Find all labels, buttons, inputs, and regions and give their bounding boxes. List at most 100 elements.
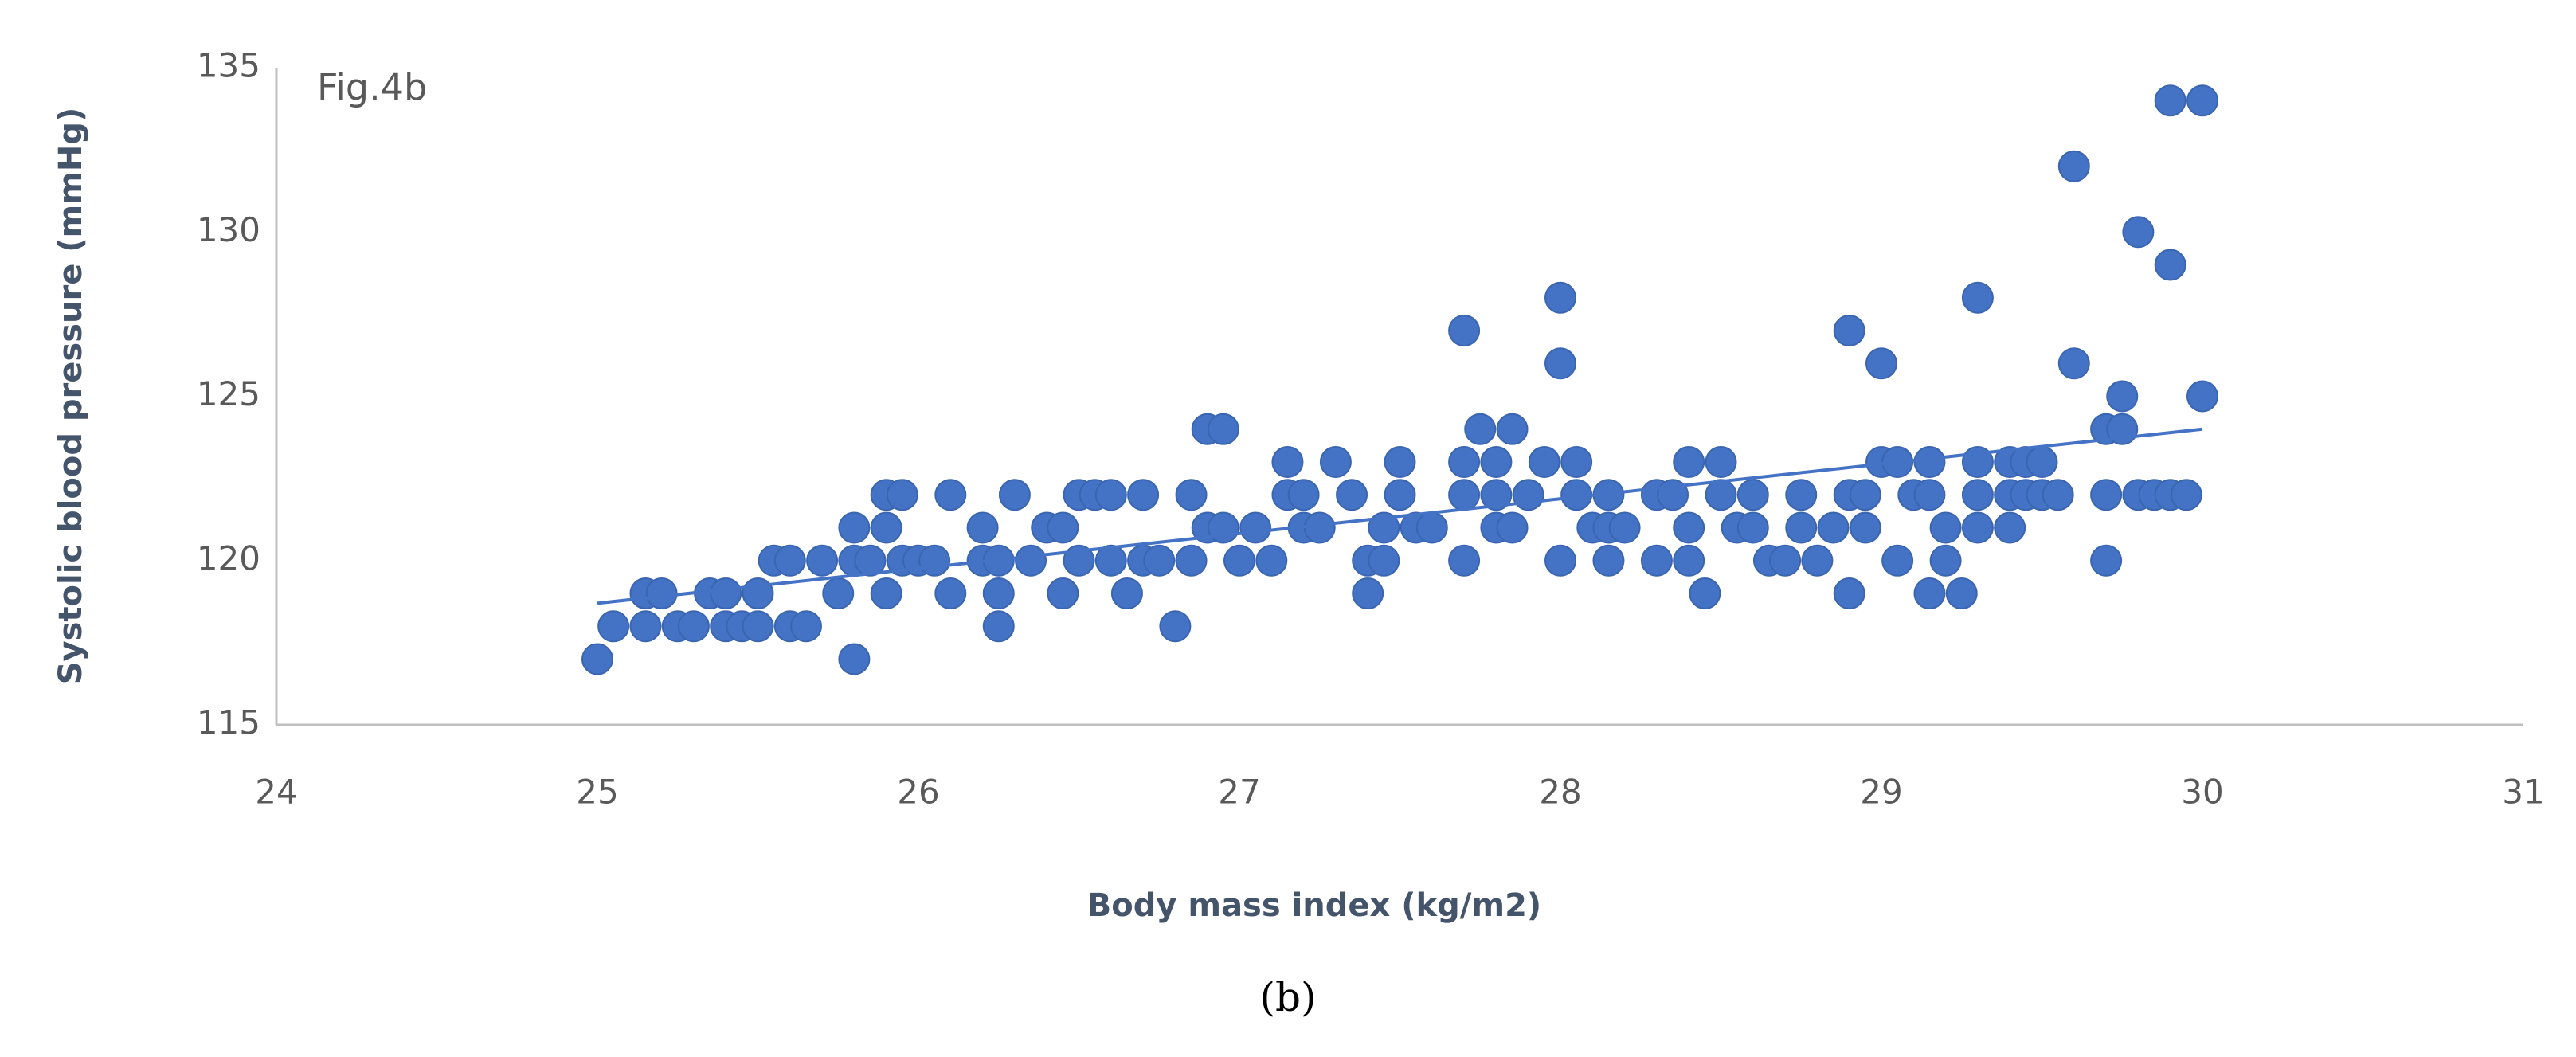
- data-point: [1480, 446, 1513, 478]
- data-point: [1961, 479, 1994, 511]
- data-point: [1608, 511, 1641, 544]
- data-point: [1496, 413, 1529, 445]
- caption: (b): [1259, 974, 1316, 1020]
- data-point: [1929, 511, 1962, 544]
- data-point: [2170, 479, 2202, 511]
- data-point: [1929, 544, 1962, 577]
- data-point: [1560, 446, 1593, 478]
- data-point: [1464, 413, 1497, 445]
- data-point: [806, 544, 839, 577]
- data-point: [1287, 479, 1320, 511]
- x-tick-label: 31: [2502, 773, 2544, 812]
- x-tick-label: 26: [897, 773, 939, 812]
- data-point: [1480, 479, 1513, 511]
- data-point: [1961, 281, 1994, 314]
- data-point: [2122, 216, 2155, 249]
- data-point: [822, 577, 855, 609]
- data-point: [1913, 446, 1946, 478]
- data-point: [2026, 446, 2058, 478]
- data-point: [838, 643, 871, 675]
- data-point: [789, 610, 822, 643]
- data-point: [838, 511, 871, 544]
- data-point: [1110, 577, 1143, 609]
- data-point: [1849, 479, 1881, 511]
- data-point: [1094, 544, 1127, 577]
- data-point: [1239, 511, 1272, 544]
- data-point: [2186, 84, 2218, 117]
- data-point: [645, 577, 678, 609]
- data-point: [1705, 446, 1737, 478]
- data-point: [2106, 380, 2139, 413]
- data-point: [1673, 544, 1705, 577]
- data-point: [1223, 544, 1255, 577]
- data-point: [1913, 577, 1946, 609]
- data-point: [982, 577, 1015, 609]
- data-point: [1528, 446, 1560, 478]
- y-axis-title: Systolic blood pressure (mmHg): [53, 108, 89, 685]
- data-point: [934, 577, 967, 609]
- data-point: [1673, 511, 1705, 544]
- data-point: [1512, 479, 1544, 511]
- x-tick-label: 29: [1860, 773, 1902, 812]
- data-point: [1143, 544, 1176, 577]
- data-point: [1336, 479, 1368, 511]
- data-point: [1865, 347, 1897, 380]
- data-point: [1689, 577, 1721, 609]
- data-point: [2042, 479, 2074, 511]
- data-point: [1159, 610, 1192, 643]
- data-point: [1175, 479, 1208, 511]
- data-point: [1496, 511, 1529, 544]
- data-point: [1047, 511, 1079, 544]
- data-point: [1785, 479, 1818, 511]
- data-point: [1448, 544, 1481, 577]
- data-point: [1736, 511, 1769, 544]
- data-point: [1544, 347, 1576, 380]
- data-point: [1047, 577, 1079, 609]
- data-point: [1094, 479, 1127, 511]
- data-point: [1833, 577, 1865, 609]
- data-point: [886, 479, 918, 511]
- data-point: [1640, 544, 1673, 577]
- y-tick-label: 120: [197, 538, 260, 577]
- data-point: [1319, 446, 1352, 478]
- x-tick-label: 24: [255, 773, 297, 812]
- data-point: [1994, 511, 2026, 544]
- data-point: [918, 544, 951, 577]
- data-point: [773, 544, 806, 577]
- data-point: [1015, 544, 1047, 577]
- data-point: [1127, 479, 1160, 511]
- x-tick-label: 27: [1218, 773, 1260, 812]
- data-point: [1271, 446, 1304, 478]
- data-point: [1849, 511, 1881, 544]
- data-point: [1303, 511, 1336, 544]
- data-point: [1673, 446, 1705, 478]
- data-point: [966, 511, 999, 544]
- data-point: [1881, 544, 1914, 577]
- data-point: [1384, 479, 1416, 511]
- data-point: [854, 544, 887, 577]
- data-point: [1175, 544, 1208, 577]
- data-point: [2154, 249, 2186, 281]
- data-point: [1448, 446, 1481, 478]
- data-point: [2057, 150, 2090, 182]
- x-tick-label: 25: [576, 773, 618, 812]
- data-point: [1945, 577, 1978, 609]
- y-tick-label: 125: [197, 374, 260, 413]
- data-point: [1255, 544, 1288, 577]
- y-tick-label: 135: [197, 46, 260, 85]
- x-tick-label: 28: [1539, 773, 1581, 812]
- data-point: [1448, 479, 1481, 511]
- data-point: [581, 643, 613, 675]
- trendline: [597, 427, 2203, 605]
- data-point: [1817, 511, 1850, 544]
- data-point: [870, 577, 902, 609]
- data-point: [870, 511, 902, 544]
- annotation: Fig.4b: [317, 66, 427, 109]
- data-point: [1368, 544, 1400, 577]
- data-point: [2186, 380, 2218, 413]
- data-point: [1961, 511, 1994, 544]
- data-point: [1415, 511, 1448, 544]
- data-point: [1785, 511, 1818, 544]
- data-point: [629, 610, 662, 643]
- data-point: [1448, 315, 1481, 346]
